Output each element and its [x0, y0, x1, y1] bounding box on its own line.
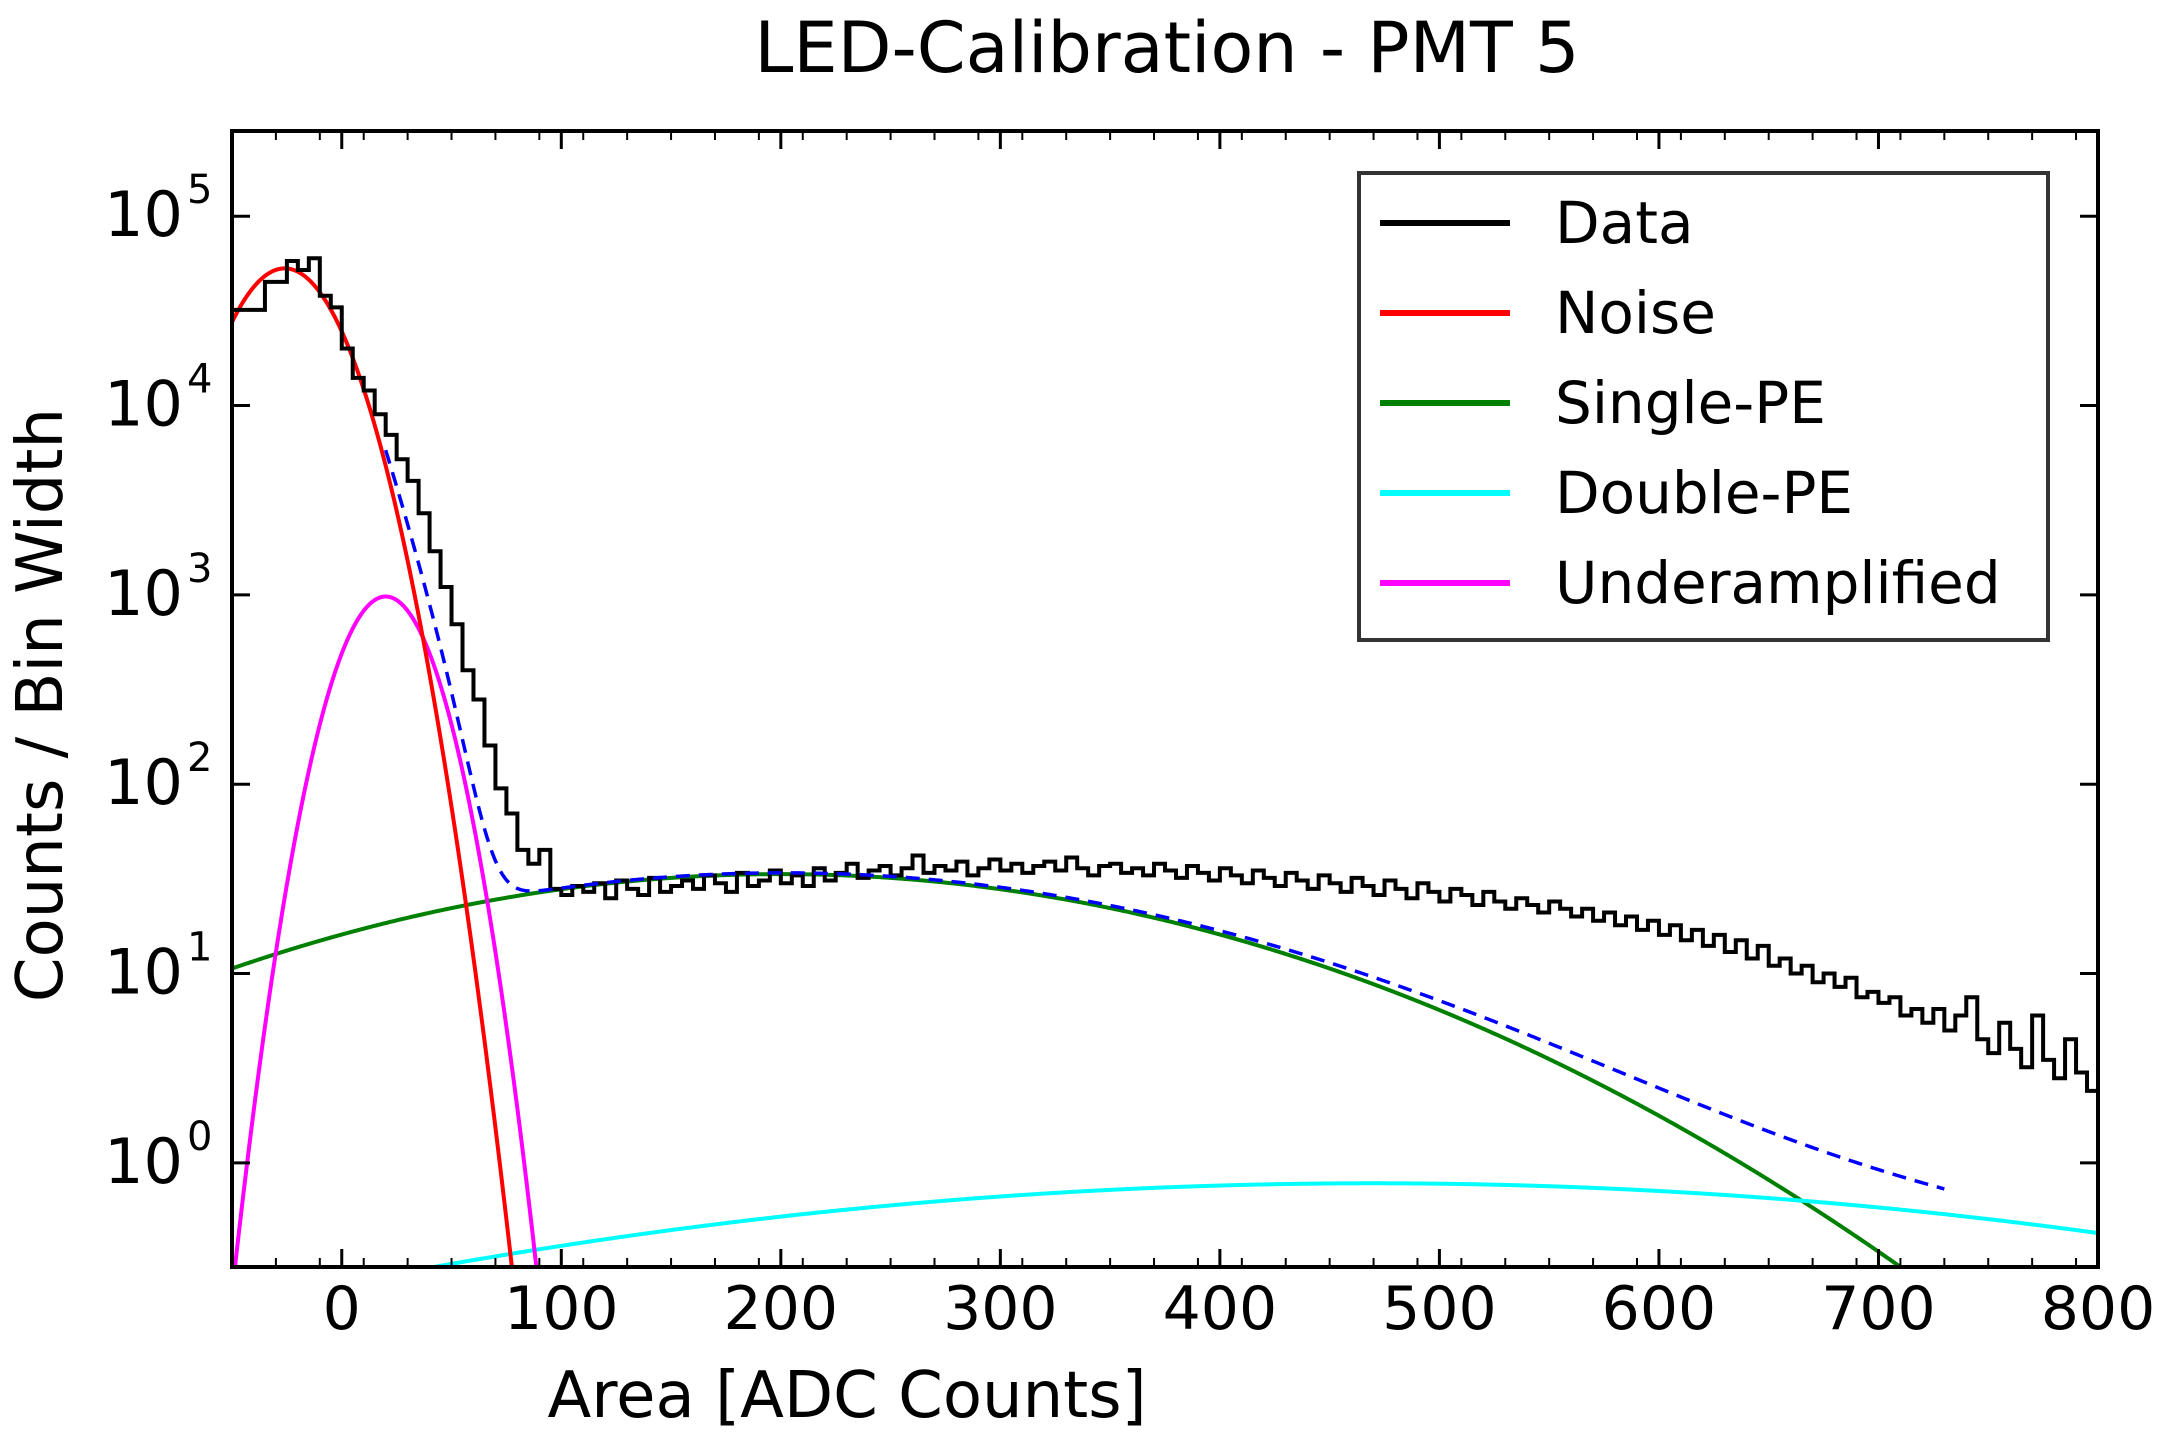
plot-area [232, 256, 2098, 1267]
y-tick-label: 10 [104, 368, 183, 441]
chart-title: LED-Calibration - PMT 5 [754, 7, 1579, 89]
legend-label-noise: Noise [1555, 279, 1716, 347]
x-tick-label: 600 [1602, 1274, 1717, 1344]
y-tick-label: 10 [104, 557, 183, 630]
y-tick-exponent: 5 [187, 167, 212, 213]
y-tick-exponent: 0 [187, 1114, 212, 1160]
x-tick-label: 200 [724, 1274, 839, 1344]
legend-label-underamplified: Underamplified [1555, 549, 2001, 617]
y-tick-label: 10 [104, 178, 183, 251]
legend-label-data: Data [1555, 189, 1694, 257]
x-tick-label: 400 [1163, 1274, 1278, 1344]
x-tick-label: 700 [1821, 1274, 1936, 1344]
x-tick-label: 0 [323, 1274, 361, 1344]
plot-frame [230, 129, 2100, 1269]
y-tick-exponent: 2 [187, 735, 212, 781]
y-tick-label: 10 [104, 936, 183, 1009]
x-tick-label: 100 [504, 1274, 619, 1344]
y-tick-label: 10 [104, 1125, 183, 1198]
legend: Data Noise Single-PE Double-PE Underamplifie… [1357, 171, 2050, 642]
y-tick-exponent: 1 [187, 925, 212, 971]
y-tick-label: 10 [104, 746, 183, 819]
data-histogram [232, 256, 2098, 1093]
total-fit-curve [383, 449, 1945, 1191]
x-tick-label: 300 [943, 1274, 1058, 1344]
y-axis-label: Counts / Bin Width [4, 408, 78, 1002]
x-axis-label: Area [ADC Counts] [547, 1359, 1146, 1433]
legend-label-double-pe: Double-PE [1555, 459, 1853, 527]
y-tick-exponent: 4 [187, 357, 212, 403]
legend-box [1357, 171, 2050, 642]
x-tick-label: 800 [2041, 1274, 2156, 1344]
x-tick-label: 500 [1382, 1274, 1497, 1344]
double-pe-curve [422, 1181, 2098, 1267]
y-tick-exponent: 3 [187, 546, 212, 592]
legend-label-single-pe: Single-PE [1555, 369, 1826, 437]
